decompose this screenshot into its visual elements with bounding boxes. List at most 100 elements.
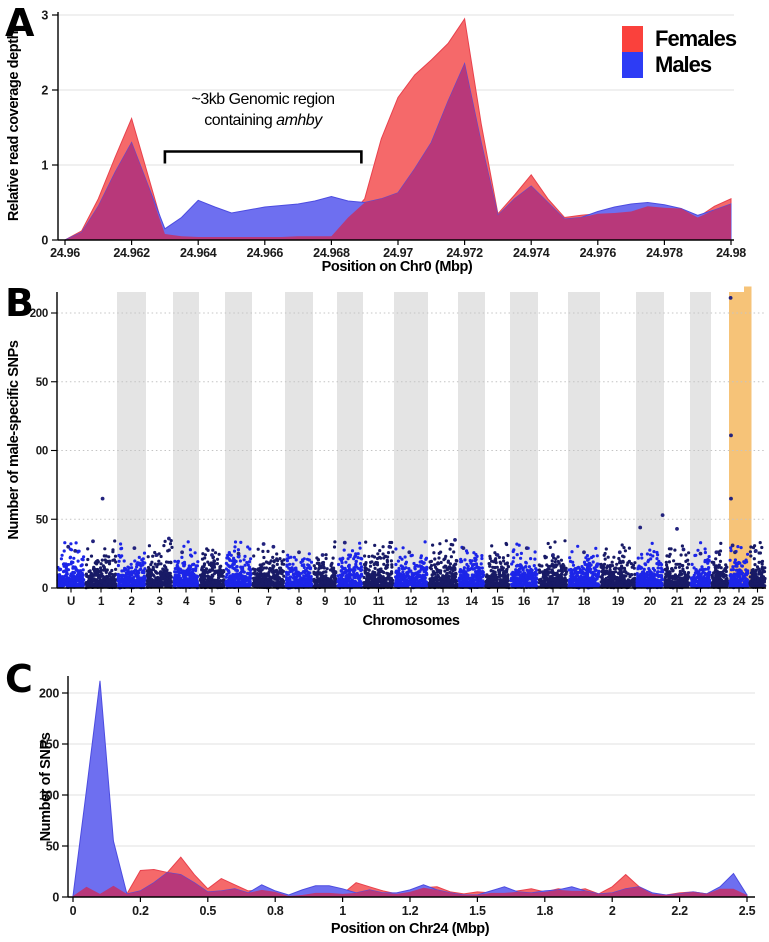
legend-males-label: Males: [655, 52, 712, 77]
b-x-tick-label: 9: [322, 596, 328, 608]
b-x-tick-label: 16: [518, 596, 530, 608]
b-x-tick-label: U: [67, 596, 75, 608]
b-x-tick-label: 23: [714, 596, 726, 608]
outlier-point: [297, 550, 301, 555]
c-x-tick-label: 1.2: [402, 904, 419, 918]
c-x-tick-label: 2.2: [671, 904, 688, 918]
outlier-point: [320, 553, 325, 557]
b-y-tick-label: 00: [36, 446, 48, 458]
legend: Females Males: [622, 26, 767, 80]
b-x-tick-label: 7: [265, 596, 271, 608]
b-x-tick-label: 6: [235, 596, 241, 608]
b-x-tick-label: 1: [98, 596, 105, 608]
panel-c-y-axis-title: Number of SNPs: [38, 732, 54, 841]
b-x-tick-label: 17: [547, 596, 559, 608]
panel-a-letter: A: [5, 1, 35, 45]
outlier-point: [261, 542, 266, 546]
c-y-tick-label: 100: [39, 789, 59, 803]
outlier-point: [681, 547, 686, 552]
outlier-point: [167, 536, 171, 541]
outlier-point: [180, 550, 185, 555]
outlier-point: [753, 549, 758, 553]
outlier-point: [100, 496, 105, 501]
b-y-tick-label: 0: [42, 583, 48, 595]
outlier-point: [132, 546, 137, 550]
outlier-point: [733, 550, 737, 555]
panel-c-x-axis-title: Position on Chr24 (Mbp): [331, 921, 490, 937]
panel-c-plot: 0 0.2 0.5 0.8 1 1.2 1.5 1.8 2 2.2 2.5 0 50 100 150 200: [39, 676, 756, 918]
a-x-tick-label: 24.964: [180, 246, 217, 260]
annotation-line2: containing amhby: [204, 112, 322, 129]
c-y-tick-label: 200: [39, 687, 59, 701]
outlier-point: [387, 544, 392, 549]
outlier-point: [407, 550, 412, 555]
b-x-tick-label: 4: [183, 596, 190, 608]
a-y-tick-label: 0: [41, 234, 48, 248]
a-x-tick-label: 24.962: [113, 246, 150, 260]
b-x-tick-label: 22: [694, 596, 706, 608]
b-x-tick-label: 25: [751, 596, 764, 608]
annotation-line1: ~3kb Genomic region: [191, 91, 335, 108]
outlier-point: [551, 553, 555, 557]
c-x-tick-label: 0.5: [200, 904, 217, 918]
a-x-tick-label: 24.976: [580, 246, 617, 260]
outlier-point: [660, 513, 665, 517]
outlier-point: [271, 544, 276, 549]
outlier-point: [728, 296, 733, 300]
c-y-tick-label: 150: [39, 738, 59, 752]
a-x-tick-label: 24.978: [646, 246, 683, 260]
panel-b-x-axis-title: Chromosomes: [362, 613, 459, 629]
outlier-point: [73, 549, 78, 553]
c-x-tick-label: 1: [339, 904, 346, 918]
b-x-tick-label: 11: [373, 596, 385, 608]
outlier-point: [617, 550, 622, 555]
a-x-tick-label: 24.98: [716, 246, 746, 260]
panel-c-letter: C: [5, 657, 33, 701]
panel-a-plot: 24.96 24.962 24.964 24.966 24.968 24.97 24.972…: [41, 9, 746, 261]
a-x-tick-label: 24.97: [383, 246, 413, 260]
b-y-tick-label: 50: [36, 514, 48, 526]
c-x-tick-label: 1.5: [469, 904, 486, 918]
b-x-tick-label: 8: [296, 596, 303, 608]
panel-a-y-axis-title: Relative read coverage depth: [6, 31, 22, 221]
outlier-point: [236, 551, 241, 556]
b-x-tick-label: 24: [733, 596, 746, 608]
a-y-tick-label: 2: [41, 84, 48, 98]
manhattan-points: [56, 296, 767, 590]
a-x-tick-label: 24.974: [513, 246, 550, 260]
b-x-tick-label: 19: [612, 596, 624, 608]
outlier-point: [495, 553, 500, 557]
b-x-tick-label: 14: [465, 596, 478, 608]
b-y-tick-label: 50: [36, 377, 48, 389]
c-y-tick-label: 50: [46, 840, 60, 854]
panel-b-plot: U 1 2 3 4 5 6 7 8 9 10 11 12 13 14 15 16 17 18 19 20 21 22 23 24…: [30, 286, 767, 608]
a-x-tick-label: 24.972: [446, 246, 483, 260]
b-y-tick-label: 200: [30, 308, 48, 320]
panel-b-letter: B: [5, 281, 34, 325]
outlier-point: [453, 538, 457, 542]
a-y-tick-label: 1: [41, 159, 48, 173]
b-x-tick-label: 21: [671, 596, 684, 608]
outlier-point: [729, 433, 733, 438]
c-y-tick-label: 0: [52, 891, 59, 905]
a-x-tick-label: 24.96: [50, 246, 80, 260]
b-x-tick-label: 3: [156, 596, 162, 608]
b-x-tick-label: 13: [437, 596, 449, 608]
c-x-tick-label: 0.8: [267, 904, 284, 918]
outlier-point: [524, 546, 529, 550]
outlier-point: [675, 527, 679, 531]
b-x-tick-label: 15: [491, 596, 504, 608]
b-x-tick-label: 10: [344, 596, 356, 608]
outlier-point: [729, 496, 733, 501]
outlier-point: [730, 543, 735, 548]
genomic-region-annotation: ~3kb Genomic region containing amhby: [150, 89, 376, 131]
legend-males-swatch: [622, 52, 643, 78]
b-x-tick-label: 20: [644, 596, 656, 608]
outlier-point: [461, 546, 466, 550]
outlier-point: [91, 539, 95, 544]
outlier-point: [66, 544, 71, 549]
legend-females-label: Females: [655, 26, 737, 51]
amhby-gene-name: amhby: [276, 112, 322, 129]
